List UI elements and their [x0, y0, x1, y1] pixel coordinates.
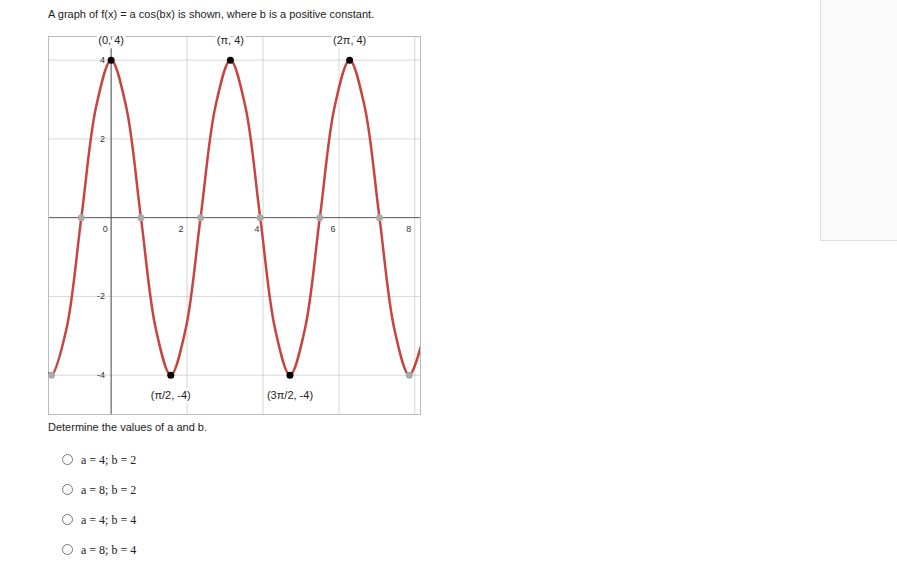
svg-text:(3π/2, -4): (3π/2, -4)	[267, 389, 313, 401]
svg-text:2: 2	[179, 224, 184, 234]
html-text:A graph of f(x) = a cos(bx) is: A graph of f(x) = a cos(bx) is shown, wh…	[48, 8, 375, 20]
svg-text:2: 2	[100, 134, 105, 144]
svg-text:4: 4	[100, 55, 105, 65]
svg-text:-2: -2	[97, 291, 105, 301]
svg-text:(0, 4): (0, 4)	[98, 34, 124, 46]
html-text:a = 8; b = 2: a = 8; b = 2	[81, 483, 137, 497]
svg-text:(2π, 4): (2π, 4)	[333, 34, 366, 46]
html-text:a = 8; b = 4: a = 8; b = 4	[81, 543, 137, 557]
svg-text:-4: -4	[97, 370, 105, 380]
svg-text:(π, 4): (π, 4)	[217, 34, 244, 46]
html-text:a = 4; b = 2: a = 4; b = 2	[81, 453, 137, 467]
svg-text:4: 4	[254, 224, 259, 234]
html-text:Determine the values of a and: Determine the values of a and b.	[48, 421, 207, 433]
svg-text:(π/2, -4): (π/2, -4)	[151, 389, 191, 401]
svg-text:6: 6	[330, 224, 335, 234]
html-text:a = 4; b = 4: a = 4; b = 4	[81, 513, 137, 527]
svg-text:8: 8	[406, 224, 411, 234]
svg-text:0: 0	[103, 224, 108, 234]
